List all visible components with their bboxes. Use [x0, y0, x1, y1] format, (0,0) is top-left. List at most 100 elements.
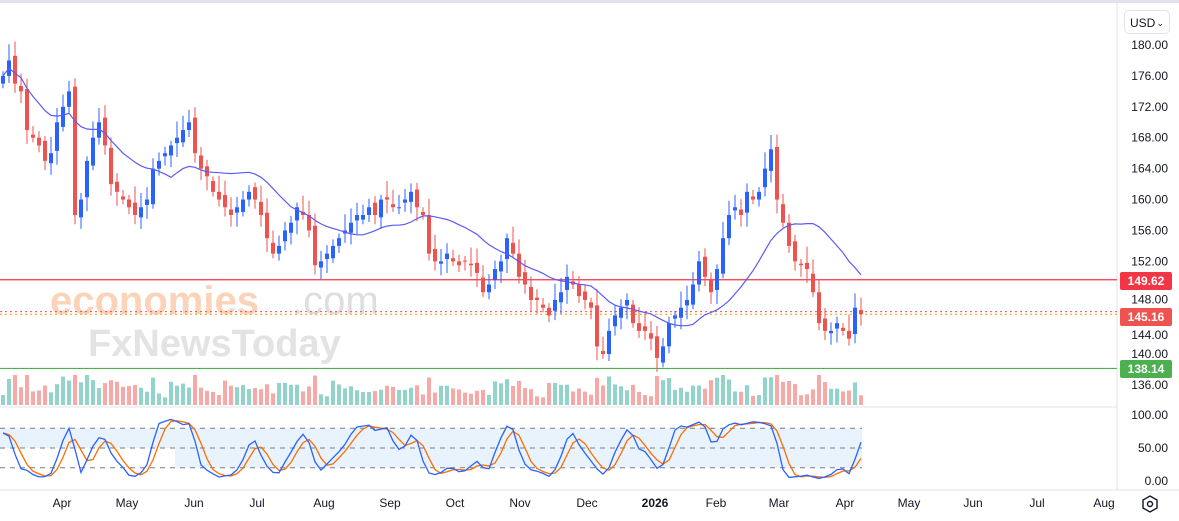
settings-gear-icon[interactable] — [1140, 494, 1160, 514]
candle-body — [667, 323, 671, 347]
candle-body — [823, 318, 827, 331]
candle-body — [637, 323, 641, 331]
volume-bar — [529, 389, 533, 405]
volume-bar — [481, 389, 485, 405]
volume-bar — [661, 380, 665, 405]
candle-body — [469, 263, 473, 266]
volume-bar — [613, 384, 617, 405]
candle-body — [193, 117, 197, 154]
volume-bar — [589, 394, 593, 405]
volume-bar — [583, 391, 587, 405]
candle-body — [553, 299, 557, 311]
volume-bar — [511, 385, 515, 405]
volume-bar — [469, 393, 473, 405]
candle-body — [619, 307, 623, 318]
candle-body — [391, 204, 395, 208]
volume-bar — [121, 386, 125, 405]
volume-bar — [685, 391, 689, 405]
price-tick-label: 172.00 — [1131, 100, 1168, 114]
volume-bar — [385, 385, 389, 405]
candle-body — [673, 315, 677, 319]
price-tick-label: 136.00 — [1131, 378, 1168, 392]
candle-body — [439, 261, 443, 264]
volume-bar — [313, 375, 317, 405]
candle-body — [73, 86, 77, 215]
candle-body — [505, 238, 509, 260]
candle-body — [79, 199, 83, 218]
candle-body — [577, 284, 581, 297]
volume-bar — [493, 381, 497, 405]
candle-body — [643, 326, 647, 331]
candle-body — [235, 207, 239, 213]
candle-body — [31, 134, 35, 138]
candle-body — [373, 202, 377, 215]
candle-body — [397, 207, 401, 209]
volume-bar — [331, 380, 335, 405]
volume-bar — [595, 377, 599, 405]
volume-bar — [301, 391, 305, 405]
volume-bar — [457, 389, 461, 405]
candle-body — [433, 248, 437, 262]
volume-bar — [541, 397, 545, 405]
candle-body — [115, 181, 119, 192]
volume-bar — [169, 381, 173, 405]
candle-body — [55, 122, 59, 151]
candle-body — [745, 191, 749, 213]
time-label: Aug — [313, 496, 334, 510]
candle-body — [127, 199, 131, 208]
volume-bar — [73, 375, 77, 405]
candle-body — [853, 307, 857, 334]
volume-bar — [577, 388, 581, 405]
candle-body — [847, 330, 851, 339]
candle-body — [13, 55, 17, 84]
candle-body — [25, 89, 29, 130]
candle-body — [679, 307, 683, 318]
volume-bar — [49, 392, 53, 405]
volume-bar — [361, 392, 365, 405]
candle-body — [271, 242, 275, 254]
resistance-price-tag: 149.62 — [1120, 272, 1172, 290]
candle-body — [769, 149, 773, 171]
moving-average-line — [2, 67, 862, 327]
candle-body — [475, 262, 479, 273]
volume-bar — [187, 387, 191, 405]
watermark-fxnewstoday: FxNewsToday — [88, 323, 341, 365]
candle-body — [559, 292, 563, 303]
volume-bar — [277, 383, 281, 405]
volume-bar — [193, 375, 197, 405]
candle-body — [253, 187, 257, 200]
candle-body — [223, 194, 227, 208]
candle-body — [835, 323, 839, 329]
candle-body — [817, 292, 821, 324]
volume-bar — [31, 391, 35, 405]
candle-body — [241, 199, 245, 212]
time-label: Jun — [184, 496, 203, 510]
candle-body — [97, 122, 101, 138]
volume-bar — [55, 384, 59, 405]
volume-bar — [307, 386, 311, 405]
candle-body — [217, 191, 221, 200]
candle-body — [787, 222, 791, 246]
candle-body — [661, 346, 665, 363]
candle-body — [427, 214, 431, 254]
price-tick-label: 180.00 — [1131, 38, 1168, 52]
volume-bar — [847, 390, 851, 405]
volume-bar — [703, 388, 707, 405]
candle-body — [775, 146, 779, 200]
price-tick-label: 156.00 — [1131, 223, 1168, 237]
currency-selector[interactable]: USD ⌄ — [1124, 10, 1170, 34]
volume-bar — [619, 386, 623, 405]
volume-bar — [151, 377, 155, 405]
stoch-tick-label: 0.00 — [1145, 474, 1169, 488]
volume-bar — [397, 390, 401, 405]
volume-bar — [247, 389, 251, 405]
volume-bar — [139, 387, 143, 405]
volume-bar — [157, 393, 161, 405]
candle-body — [589, 302, 593, 308]
candle-body — [157, 160, 161, 169]
volume-bar — [841, 391, 845, 405]
volume-bar — [295, 384, 299, 405]
candle-body — [325, 253, 329, 260]
volume-bar — [67, 380, 71, 405]
